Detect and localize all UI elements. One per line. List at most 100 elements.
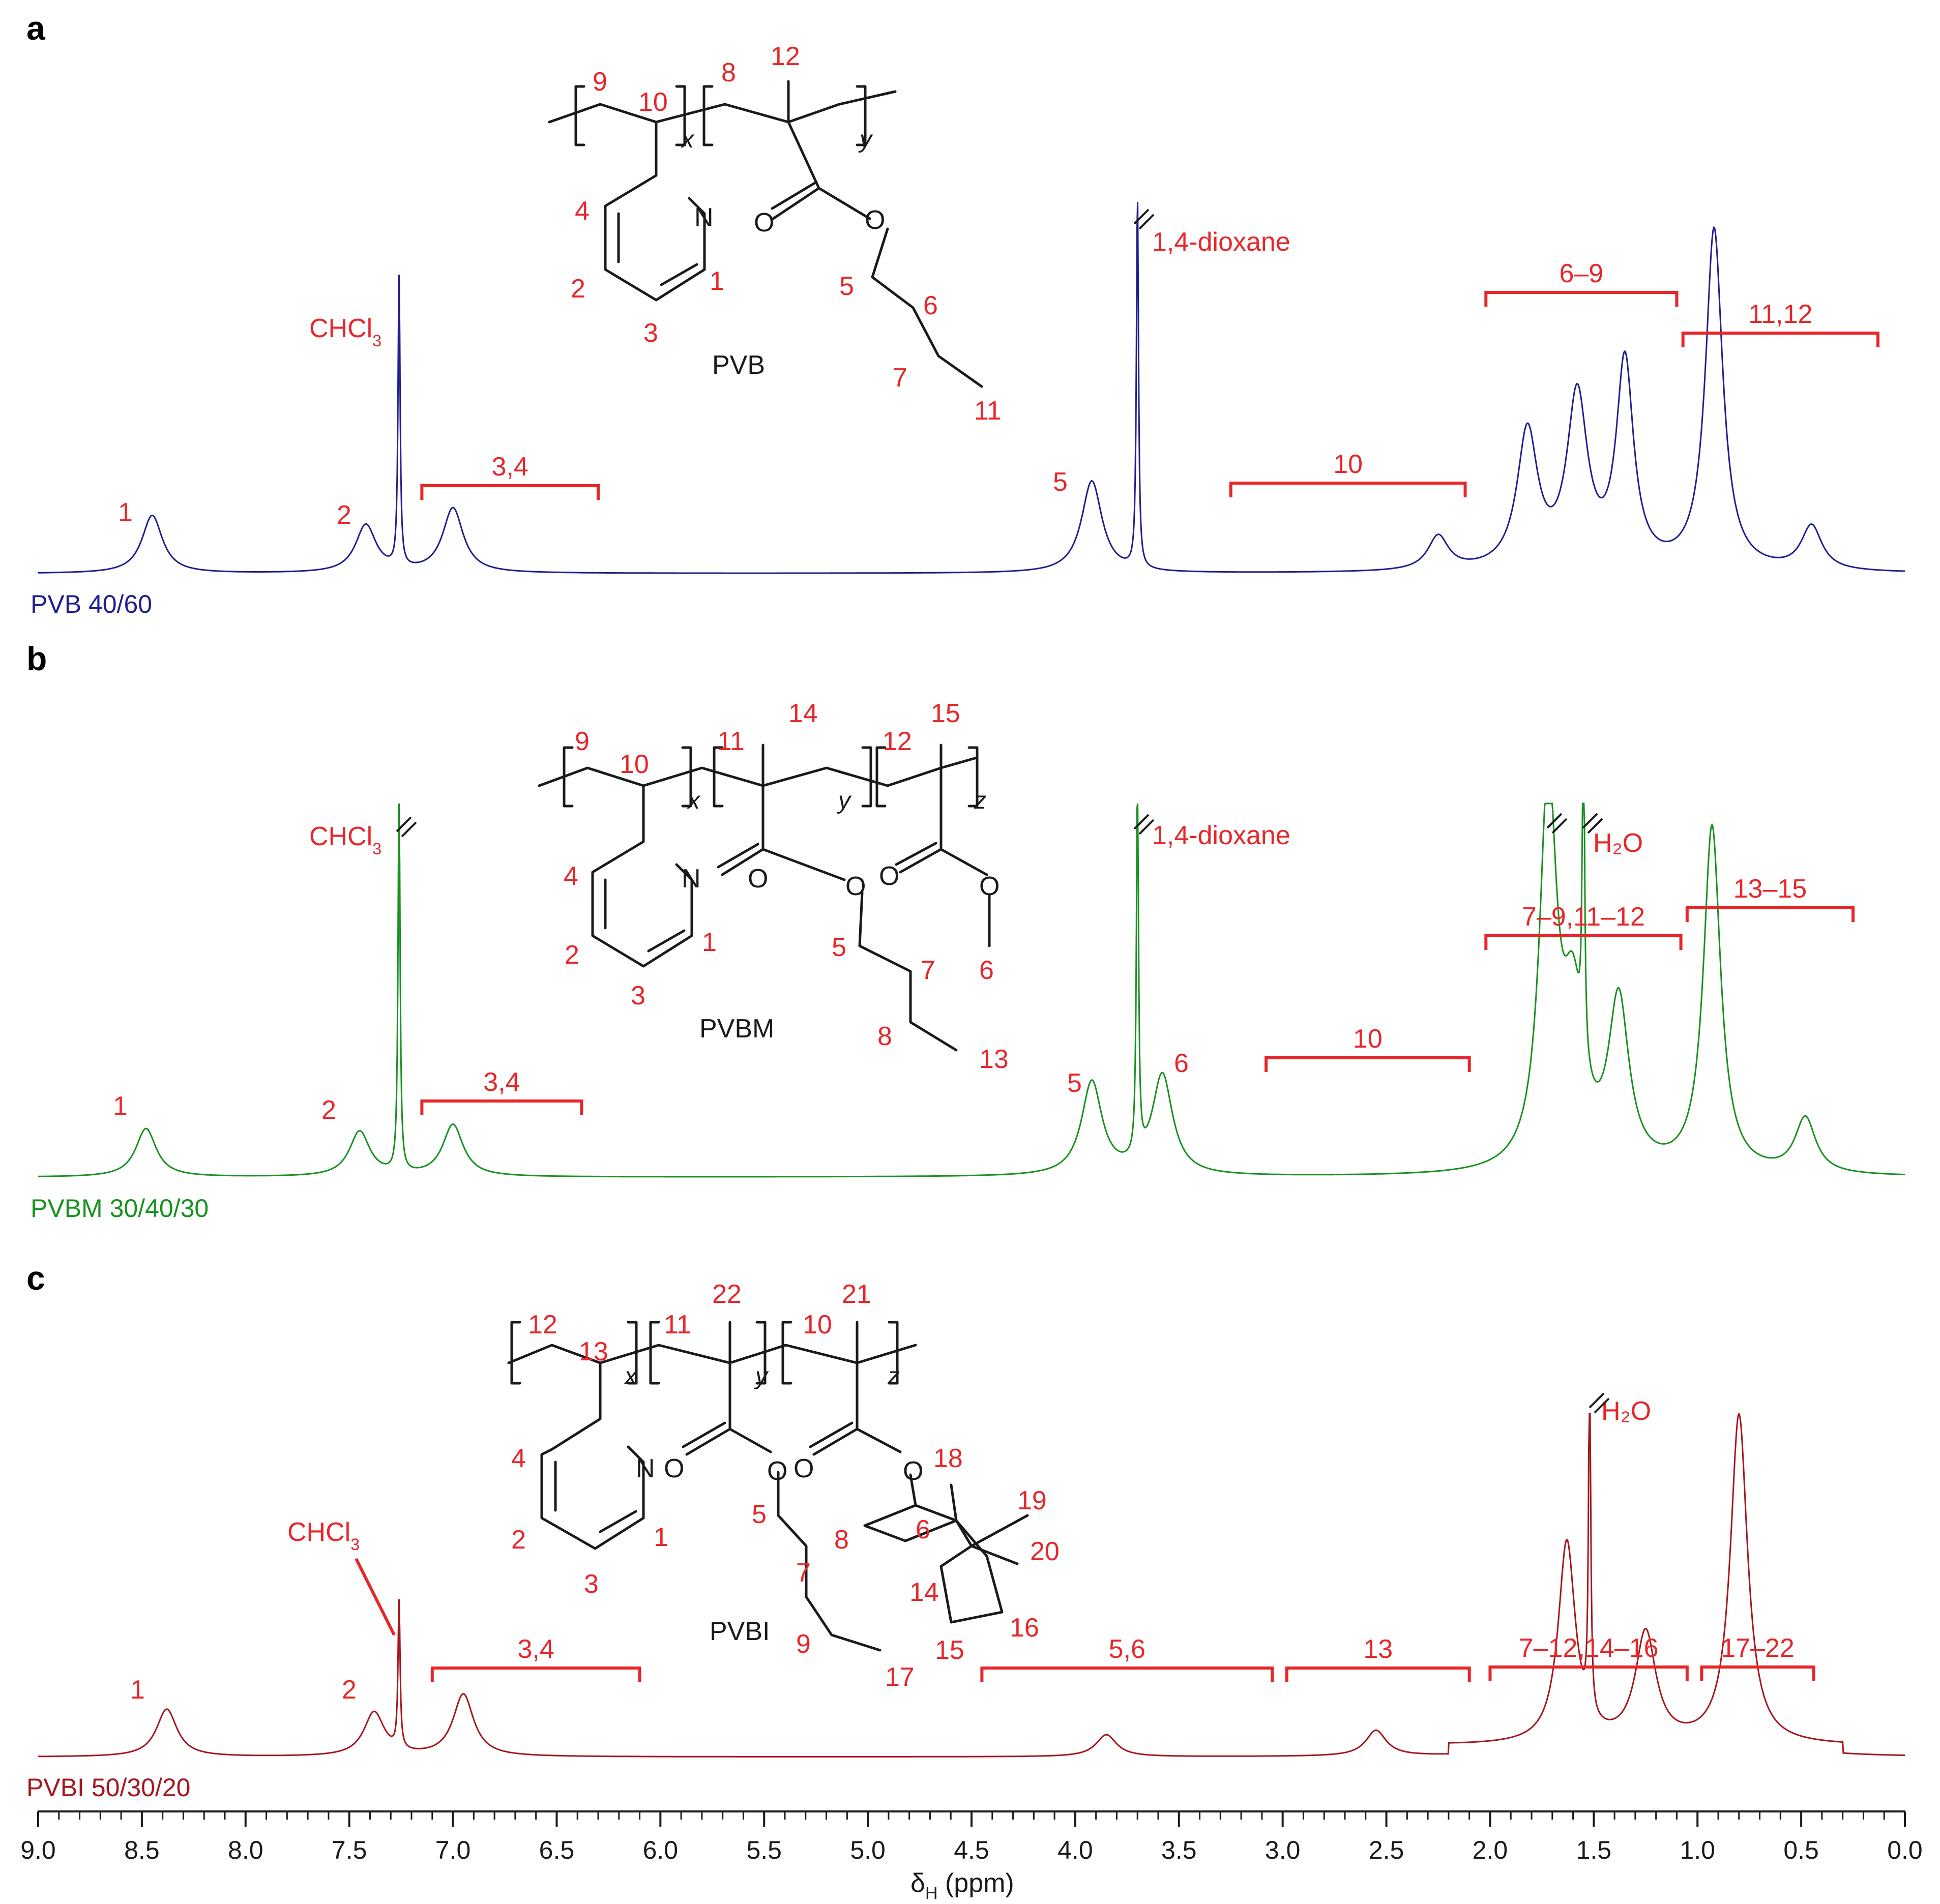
label-11: 11 (974, 396, 1002, 426)
label-13: 13 (579, 1337, 608, 1366)
backbone (538, 756, 978, 787)
label-12: 12 (771, 42, 800, 71)
panel-letter-a: a (26, 9, 46, 47)
label-8: 8 (834, 1525, 849, 1555)
water-label: H₂O (1601, 1396, 1651, 1426)
bracket-label: 3,4 (518, 1634, 554, 1664)
structure-pvbi: 12 13 11 22 10 21 x y z 4 2 3 1 N O O O … (507, 1280, 1060, 1692)
dioxane-label: 1,4-dioxane (1152, 227, 1290, 257)
label-7: 7 (796, 1558, 811, 1588)
structure-pvb: 9 10 8 12 x y 4 2 3 1 N O O 5 6 7 11 PVB (548, 42, 1002, 426)
panel-letter-c: c (26, 1259, 45, 1297)
label-y: y (754, 1363, 769, 1390)
label-14: 14 (788, 699, 818, 728)
label-y: y (858, 126, 873, 153)
label-10: 10 (620, 750, 649, 779)
x-tick-label: 2.0 (1473, 1836, 1508, 1864)
brackets-c: 3,4 5,6 13 7–12,14–16 17–22 (430, 1633, 1815, 1682)
label-2: 2 (571, 274, 585, 304)
label-1: 1 (654, 1523, 668, 1552)
break-marks (396, 813, 1603, 838)
bracket-line (1265, 1056, 1471, 1072)
label-4: 4 (575, 196, 590, 226)
bracket-label: 3,4 (492, 452, 528, 482)
peak-label-1: 1 (113, 1091, 128, 1121)
bracket-line (1488, 1665, 1689, 1681)
x-tick-label: 7.0 (435, 1836, 471, 1864)
brackets (574, 85, 867, 146)
series-label-b: PVBM 30/40/30 (31, 1194, 209, 1223)
label-9: 9 (796, 1629, 811, 1659)
dioxane-label: 1,4-dioxane (1152, 821, 1290, 850)
label-21: 21 (842, 1280, 871, 1309)
label-19: 19 (1017, 1486, 1047, 1515)
label-5: 5 (839, 272, 854, 301)
bracket-label: 7–12,14–16 (1519, 1633, 1659, 1663)
bracket-line (980, 1667, 1274, 1682)
ester-groups (682, 1321, 1029, 1652)
x-tick-label: 8.0 (228, 1836, 263, 1864)
x-tick-label: 0.0 (1887, 1836, 1923, 1864)
x-tick-label: 6.0 (643, 1836, 679, 1864)
chcl3-label: CHCl3 (309, 314, 381, 350)
polymer-name-pvbm: PVBM (699, 1014, 774, 1044)
label-x: x (624, 1363, 638, 1390)
peak-label-2: 2 (321, 1095, 336, 1125)
label-5: 5 (752, 1500, 767, 1529)
label-5: 5 (832, 933, 846, 962)
atom-N: N (636, 1454, 655, 1483)
label-11: 11 (717, 727, 745, 756)
x-tick-label: 3.0 (1265, 1836, 1301, 1864)
x-ticks: 9.0 8.5 8.0 7.5 7.0 6.5 6.0 5.5 5.0 4.5 4.0 3.5 3.0 2… (20, 1811, 1923, 1864)
bracket-label: 13 (1363, 1634, 1393, 1664)
x-tick-label: 1.0 (1680, 1836, 1715, 1864)
peak-label-5: 5 (1053, 467, 1068, 497)
x-tick-label: 2.5 (1369, 1836, 1404, 1864)
panel-letter-b: b (26, 640, 47, 677)
bracket-line (1700, 1665, 1815, 1681)
label-6: 6 (923, 291, 938, 320)
label-4: 4 (564, 861, 578, 891)
break-mark (1589, 1392, 1610, 1414)
label-3: 3 (643, 318, 658, 348)
bracket-line (420, 484, 600, 500)
label-10: 10 (638, 87, 668, 117)
label-10: 10 (803, 1310, 832, 1340)
chcl3-pointer (355, 1558, 396, 1636)
label-11: 11 (664, 1310, 691, 1340)
brackets-b: 3,4 10 7–9,11–12 13–15 (420, 874, 1855, 1115)
atom-O-1: O (664, 1454, 684, 1483)
label-3: 3 (631, 981, 645, 1010)
bracket-line (1484, 291, 1679, 307)
label-z: z (974, 787, 986, 814)
atom-O-2: O (845, 872, 866, 901)
label-18: 18 (933, 1444, 963, 1473)
pyridine-ring (604, 121, 706, 302)
bracket-line (430, 1667, 641, 1682)
backbone (507, 1344, 917, 1364)
bracket-line (1285, 1667, 1471, 1682)
label-20: 20 (1030, 1537, 1060, 1566)
peak-label-2: 2 (342, 1675, 357, 1705)
bracket-label: 13–15 (1733, 874, 1807, 904)
atom-O-ester: O (865, 205, 885, 235)
bracket-line (1229, 482, 1467, 497)
label-14: 14 (909, 1578, 939, 1607)
chcl3-label: CHCl3 (287, 1518, 360, 1554)
x-tick-label: 7.5 (332, 1836, 367, 1864)
label-15: 15 (935, 1635, 964, 1665)
bracket-label: 10 (1333, 450, 1363, 479)
atom-O-2: O (767, 1456, 787, 1486)
x-tick-label: 4.0 (1057, 1836, 1093, 1864)
label-2: 2 (565, 940, 579, 970)
label-8: 8 (721, 58, 736, 87)
butyl-ester (771, 80, 983, 388)
label-7: 7 (893, 363, 907, 393)
bracket-label: 6–9 (1559, 259, 1603, 288)
pyridine-ring (591, 784, 693, 968)
x-tick-label: 1.5 (1576, 1836, 1612, 1864)
label-x: x (687, 787, 701, 814)
x-tick-label: 4.5 (954, 1836, 989, 1864)
label-6: 6 (916, 1515, 930, 1544)
